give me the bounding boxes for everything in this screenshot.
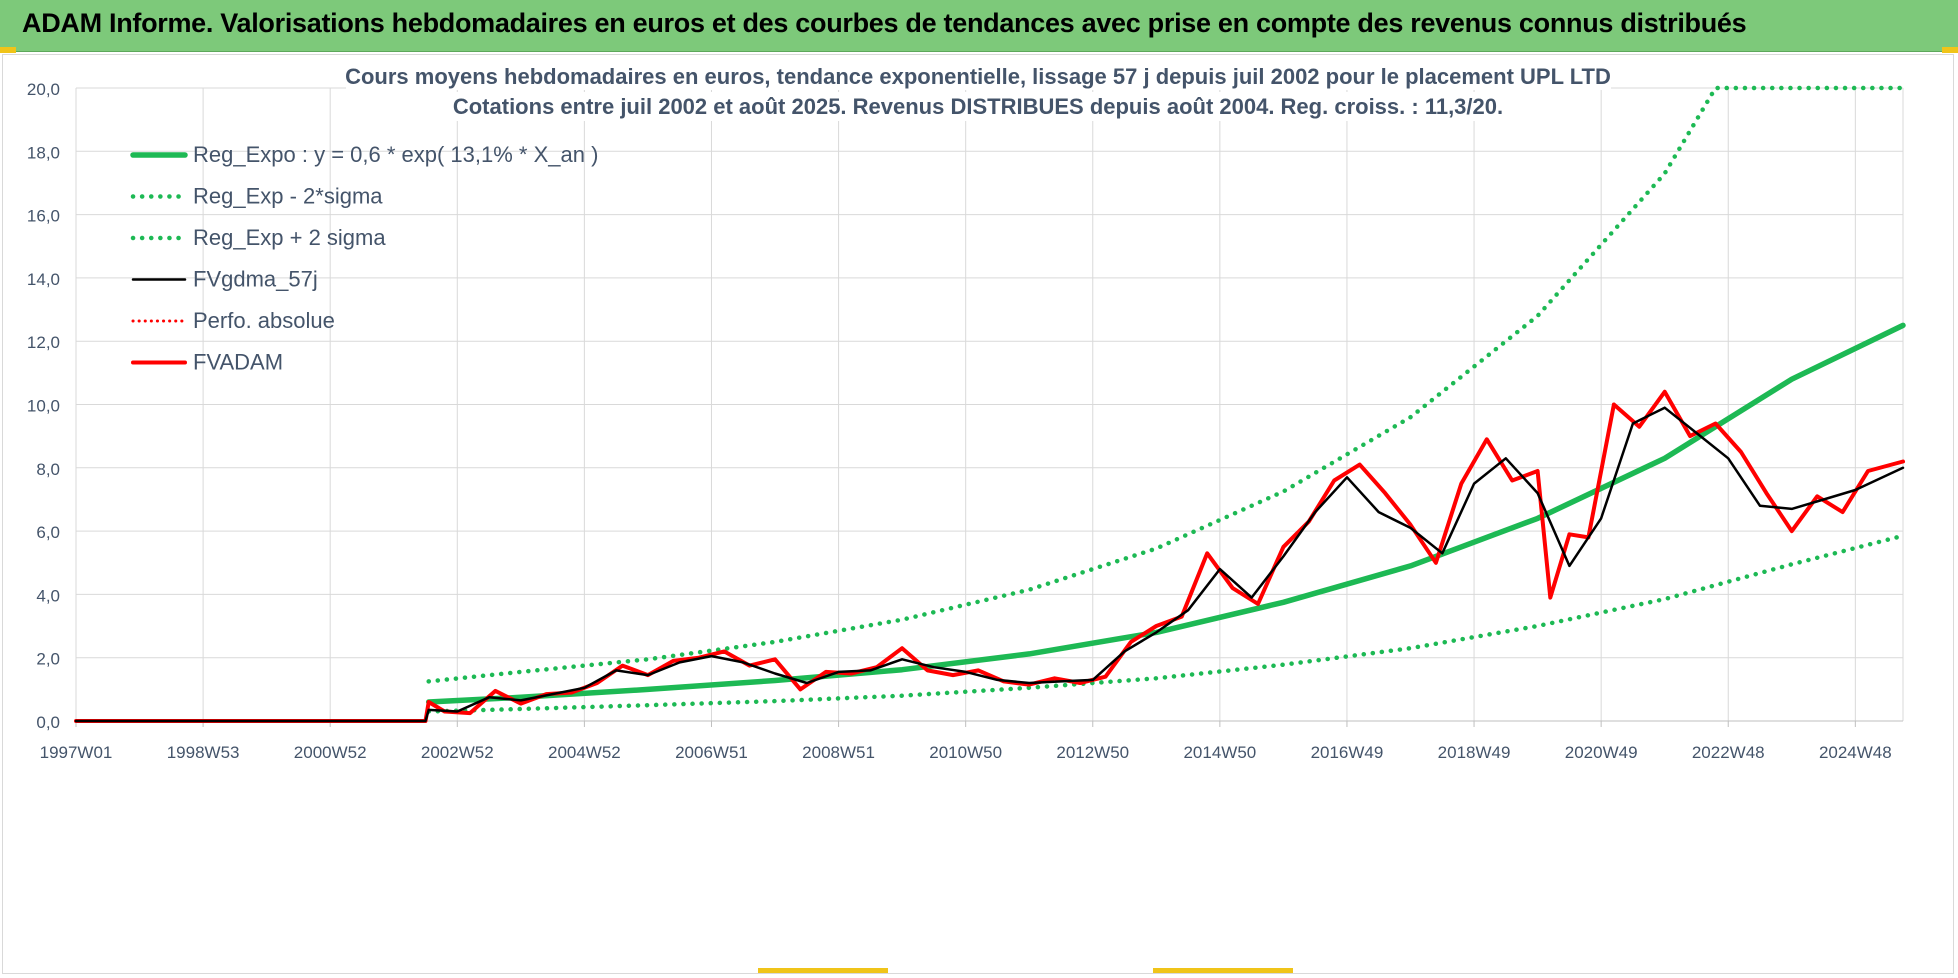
legend: Reg_Expo : y = 0,6 * exp( 13,1% * X_an )… xyxy=(130,142,598,375)
y-tick-label: 14,0 xyxy=(27,270,60,289)
y-tick-label: 12,0 xyxy=(27,333,60,352)
x-tick-label: 2004W52 xyxy=(548,743,621,762)
bottom-tab-1 xyxy=(758,968,888,973)
title-bg-2 xyxy=(451,92,1506,121)
chart-title-line-1: Cours moyens hebdomadaires en euros, ten… xyxy=(345,64,1611,89)
title-bg-1 xyxy=(346,61,1611,90)
y-tick-label: 16,0 xyxy=(27,207,60,226)
x-tick-label: 2012W50 xyxy=(1056,743,1129,762)
y-tick-label: 0,0 xyxy=(36,713,60,732)
y-tick-label: 2,0 xyxy=(36,650,60,669)
x-axis: 1997W01 1998W53 2000W52 2002W52 2004W52 2006W… xyxy=(40,720,1903,762)
banner-corner-right xyxy=(1942,47,1958,53)
y-tick-label: 6,0 xyxy=(36,523,60,542)
x-tick-label: 2010W50 xyxy=(929,743,1002,762)
chart-frame: 0,0 2,0 4,0 6,0 8,0 10,0 12,0 14,0 16,0 18,0 20,0 … xyxy=(2,54,1954,974)
banner-corner-left xyxy=(0,47,16,53)
legend-label: Reg_Exp + 2 sigma xyxy=(193,225,386,250)
x-tick-label: 2022W48 xyxy=(1692,743,1765,762)
legend-label: Reg_Expo : y = 0,6 * exp( 13,1% * X_an ) xyxy=(193,142,598,167)
legend-label: FVADAM xyxy=(193,350,283,375)
bottom-tab-2 xyxy=(1153,968,1293,973)
x-tick-label: 2020W49 xyxy=(1565,743,1638,762)
x-tick-label: 2014W50 xyxy=(1183,743,1256,762)
y-tick-label: 18,0 xyxy=(27,143,60,162)
trend-chart: 0,02,04,06,08,010,012,014,016,018,020,0 … xyxy=(27,61,1906,762)
x-tick-label: 2024W48 xyxy=(1819,743,1892,762)
x-tick-label: 1997W01 xyxy=(40,743,113,762)
legend-label: Reg_Exp - 2*sigma xyxy=(193,184,383,209)
x-tick-label: 2016W49 xyxy=(1311,743,1384,762)
x-tick-label: 2008W51 xyxy=(802,743,875,762)
y-axis: 0,0 2,0 4,0 6,0 8,0 10,0 12,0 14,0 16,0 18,0 20,0 xyxy=(27,80,60,732)
chart-title-line-2: Cotations entre juil 2002 et août 2025. … xyxy=(453,94,1503,119)
series-line-reg-exp-2-sigma xyxy=(426,85,1906,684)
legend-label: Perfo. absolue xyxy=(193,308,335,333)
y-tick-label: 8,0 xyxy=(36,460,60,479)
banner-title: ADAM Informe. Valorisations hebdomadaire… xyxy=(22,8,1747,38)
series-line-fvadam xyxy=(74,389,1905,723)
y-tick-label: 10,0 xyxy=(27,397,60,416)
x-tick-label: 1998W53 xyxy=(167,743,240,762)
x-tick-label: 2018W49 xyxy=(1438,743,1511,762)
y-tick-label: 4,0 xyxy=(36,586,60,605)
chart-titles: Cours moyens hebdomadaires en euros, ten… xyxy=(345,61,1611,121)
x-tick-label: 2002W52 xyxy=(421,743,494,762)
y-tick-label: 20,0 xyxy=(27,80,60,99)
series-line-reg-expo-y-0-6-exp-13-1-x-an xyxy=(425,322,1906,705)
x-tick-label: 2000W52 xyxy=(294,743,367,762)
series-group xyxy=(74,85,1906,723)
series-line-fvgdma-57j xyxy=(74,406,1905,723)
x-tick-label: 2006W51 xyxy=(675,743,748,762)
banner: ADAM Informe. Valorisations hebdomadaire… xyxy=(0,0,1958,52)
legend-label: FVgdma_57j xyxy=(193,267,318,292)
series-line-reg-exp-2-sigma xyxy=(426,533,1906,714)
